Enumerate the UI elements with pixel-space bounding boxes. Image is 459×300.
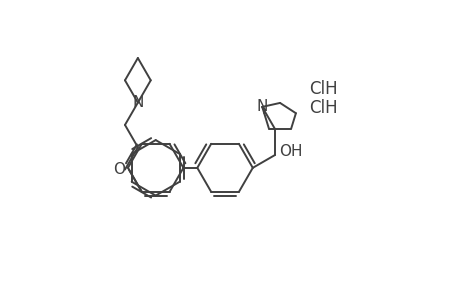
Text: N: N [132,95,143,110]
Text: ClH: ClH [308,99,337,117]
Text: ClH: ClH [308,80,337,98]
Text: N: N [256,99,267,114]
Text: O: O [113,162,125,177]
Text: OH: OH [279,145,302,160]
